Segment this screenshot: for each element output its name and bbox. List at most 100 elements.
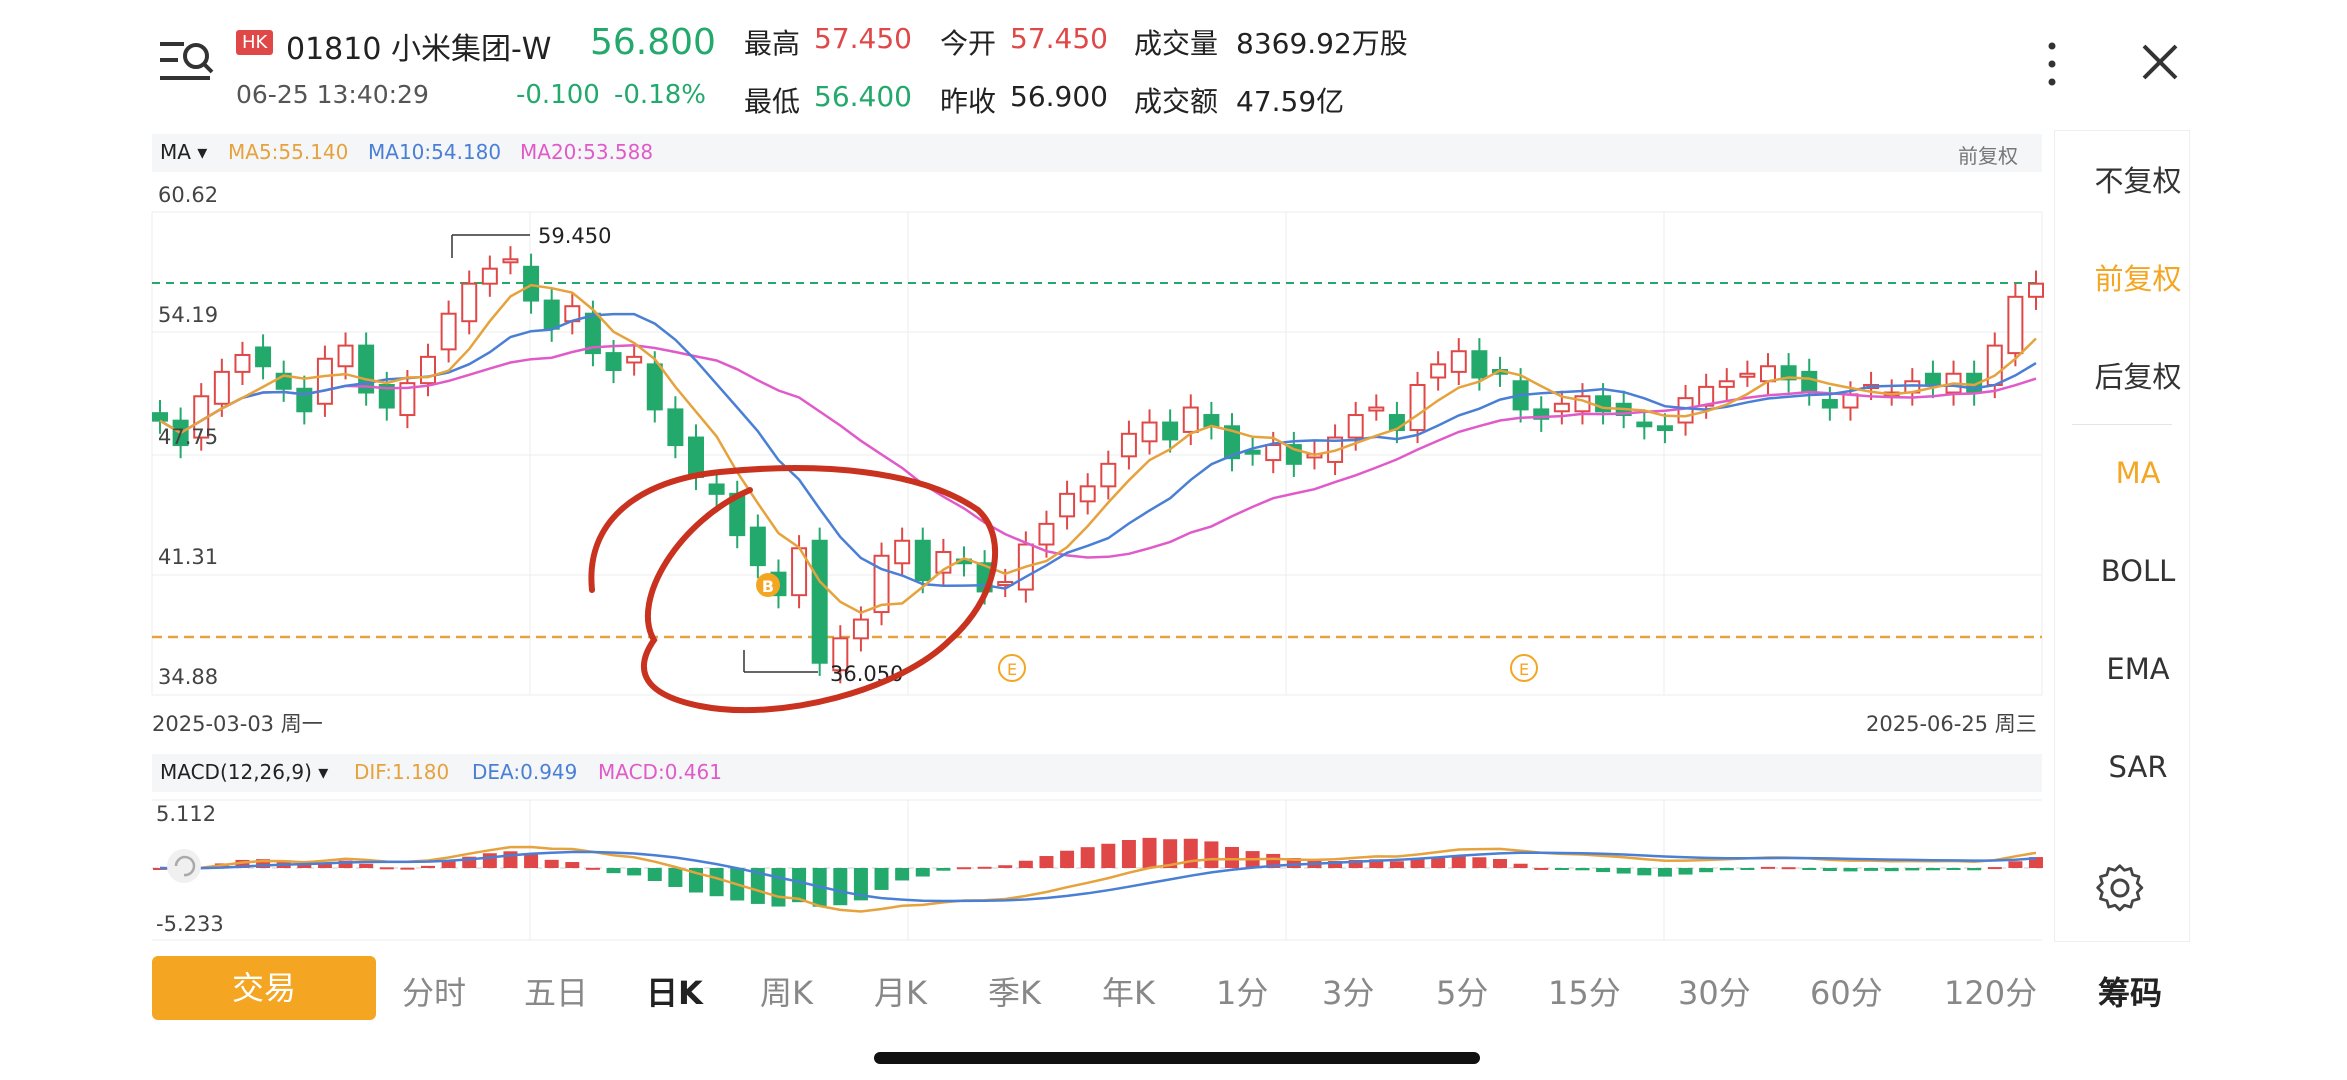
low-label: 最低 [744,85,801,118]
candle-body [811,539,828,664]
high-label: 最高 [744,27,801,60]
candle-body [646,363,663,411]
indicator-selector[interactable]: MA ▾ [160,140,208,164]
ma5-legend: MA5:55.140 [228,140,349,164]
candle-body [832,637,849,672]
macd-bar [647,868,662,882]
settings-icon[interactable] [2094,862,2146,914]
macd-bar [1018,860,1033,868]
macd-bar [853,868,868,901]
candle-body [461,282,478,323]
tab-daily-k[interactable]: 日K [646,974,703,1012]
tab-intraday[interactable]: 分时 [402,974,467,1012]
y-tick-2: 54.19 [158,303,219,327]
side-divider [2072,424,2172,425]
tab-30-min[interactable]: 30分 [1678,974,1751,1012]
candle-body [852,618,869,640]
macd-bar [1286,858,1301,868]
candle-body [399,382,416,417]
buy-marker-icon[interactable]: B [756,573,780,597]
candle-body [1471,350,1488,379]
macd-bar [297,864,312,868]
tab-weekly-k[interactable]: 周K [760,974,813,1012]
candle-body [1368,406,1385,412]
tab-five-day[interactable]: 五日 [524,974,589,1012]
tab-quarterly-k[interactable]: 季K [988,974,1041,1012]
quote-datetime: 06-25 13:40:29 [236,80,429,109]
tab-1-min[interactable]: 1分 [1216,974,1269,1012]
candle-body [667,408,684,447]
price-change-pct: -0.18% [614,80,706,110]
candle-body [1079,485,1096,503]
macd-bar [915,868,930,877]
macd-bar [1101,843,1116,868]
tab-120-min[interactable]: 120分 [1944,974,2038,1012]
side-item-boll[interactable]: BOLL [2100,554,2176,588]
macd-bar [668,868,683,887]
turnover-value: 47.59亿 [1236,85,1345,118]
macd-bar [1843,868,1858,872]
macd-bar [235,859,250,868]
macd-bar [441,861,456,868]
tab-monthly-k[interactable]: 月K [874,974,927,1012]
side-item-backward-adjust[interactable]: 后复权 [2094,360,2182,394]
macd-bar [565,862,580,868]
side-item-ema[interactable]: EMA [2106,652,2170,686]
event-marker-icon[interactable]: E [1510,654,1538,682]
side-item-no-adjust[interactable]: 不复权 [2094,164,2182,198]
side-item-forward-adjust[interactable]: 前复权 [2094,262,2182,296]
tab-chips[interactable]: 筹码 [2098,974,2163,1012]
macd-bar [1225,846,1239,868]
macd-indicator-selector[interactable]: MACD(12,26,9) ▾ [160,760,329,784]
macd-bar [524,854,539,868]
menu-search-icon[interactable] [158,36,214,88]
macd-bar [256,859,271,868]
y-tick-3: 47.75 [158,425,219,449]
close-icon[interactable] [2140,42,2180,82]
macd-bar [1946,868,1961,870]
macd-legend-bar [152,754,2042,792]
macd-bar [1080,847,1095,868]
tab-5-min[interactable]: 5分 [1436,974,1489,1012]
turnover-label: 成交额 [1134,85,1219,118]
open-value: 57.450 [1010,22,1108,55]
macd-bar [359,863,374,868]
macd-bar [1678,868,1693,875]
tab-60-min[interactable]: 60分 [1810,974,1883,1012]
candle-body [1224,425,1240,460]
candle-body [1739,372,1756,378]
macd-bar [833,868,848,906]
macd-bar [1575,868,1590,871]
candle-body [1265,444,1282,462]
tab-15-min[interactable]: 15分 [1548,974,1621,1012]
macd-bar [977,866,992,869]
more-icon[interactable] [2040,40,2064,90]
side-item-ma[interactable]: MA [2115,456,2161,490]
high-marker: 59.450 [451,224,611,258]
market-badge: HK [236,30,274,55]
macd-bar [709,868,724,897]
candle-body [152,412,168,422]
volume-label: 成交量 [1134,27,1219,60]
y-tick-5: 34.88 [158,665,219,689]
candle-body [1059,492,1076,518]
macd-bar [1060,850,1075,868]
tab-3-min[interactable]: 3分 [1322,974,1375,1012]
macd-bar [1699,868,1714,873]
macd-bar [1822,868,1837,872]
svg-text:E: E [1007,660,1017,679]
macd-bar [317,862,332,868]
tab-yearly-k[interactable]: 年K [1102,974,1155,1012]
trade-button[interactable]: 交易 [152,956,376,1020]
macd-bar [1204,841,1219,868]
side-item-sar[interactable]: SAR [2108,750,2168,784]
low-marker-label: 36.050 [830,662,903,686]
event-marker-icon[interactable]: E [998,654,1026,682]
macd-bar [606,868,621,874]
macd-bar [1740,868,1755,870]
start-date: 2025-03-03 周一 [152,712,323,736]
candle-body [626,355,643,364]
refresh-icon[interactable] [167,849,201,883]
